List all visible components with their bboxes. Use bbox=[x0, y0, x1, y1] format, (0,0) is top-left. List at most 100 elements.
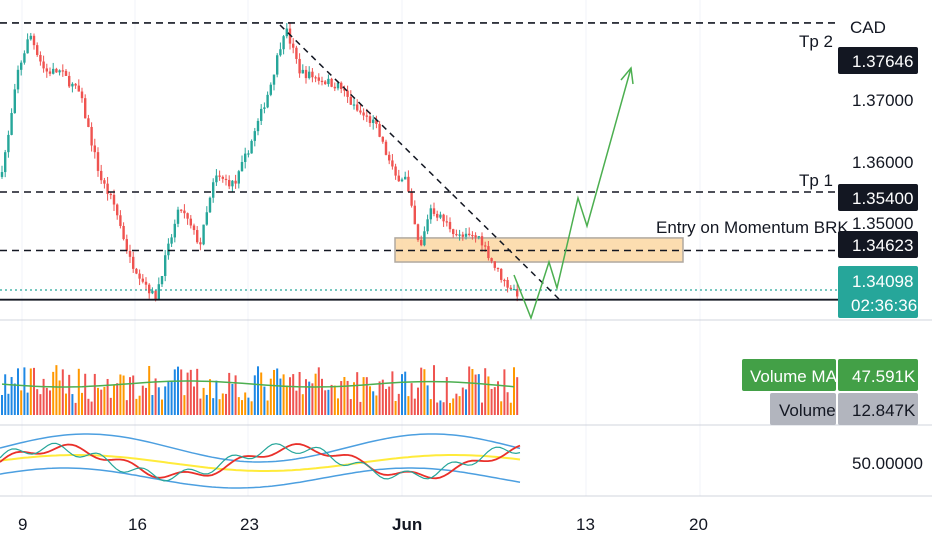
candle-body bbox=[71, 83, 74, 87]
volume-bar bbox=[506, 392, 509, 415]
candle-body bbox=[186, 213, 189, 219]
volume-bar bbox=[461, 387, 464, 415]
volume-bar bbox=[52, 371, 55, 415]
candle-body bbox=[48, 71, 52, 74]
volume-bar bbox=[465, 389, 467, 415]
candle-body bbox=[240, 161, 244, 172]
level-label-entry: Entry on Momentum BRK bbox=[656, 218, 849, 237]
candle-body bbox=[109, 193, 112, 196]
x-tick-label: Jun bbox=[392, 515, 422, 534]
candle-body bbox=[125, 239, 128, 251]
candle-body bbox=[23, 53, 26, 63]
price-levels bbox=[0, 22, 838, 301]
candle-body bbox=[77, 85, 80, 92]
candle-body bbox=[509, 287, 512, 290]
candle-body bbox=[180, 209, 183, 211]
volume-bar bbox=[1, 394, 3, 415]
candle-body bbox=[512, 289, 516, 291]
volume-ma-value-tag[interactable] bbox=[838, 359, 918, 391]
volume-bar bbox=[4, 374, 7, 415]
volume-bar bbox=[141, 385, 144, 415]
price-tag-last-value: 1.34098 bbox=[852, 272, 913, 291]
volume-bar bbox=[481, 402, 483, 415]
volume-bar bbox=[269, 378, 272, 415]
volume-bar bbox=[458, 396, 461, 415]
volume-bar bbox=[327, 389, 330, 415]
price-tag-entry[interactable] bbox=[838, 231, 918, 258]
volume-bar bbox=[509, 402, 512, 415]
volume-bar bbox=[113, 384, 115, 415]
candle-body bbox=[496, 267, 500, 270]
volume-bar bbox=[311, 383, 314, 415]
volume-bar bbox=[455, 393, 458, 415]
volume-bar bbox=[10, 377, 13, 415]
candle-body bbox=[237, 171, 240, 184]
price-tag-tp1[interactable] bbox=[838, 184, 918, 211]
volume-series bbox=[1, 365, 519, 415]
candle-body bbox=[288, 28, 292, 44]
volume-bar bbox=[164, 386, 167, 415]
candle-body bbox=[148, 284, 151, 294]
level-label-tp1: Tp 1 bbox=[799, 171, 833, 190]
level-label-tp2: Tp 2 bbox=[799, 32, 833, 51]
candle-body bbox=[151, 290, 154, 294]
volume-bar bbox=[359, 401, 362, 415]
volume-bar bbox=[199, 398, 202, 415]
volume-tag[interactable] bbox=[770, 393, 836, 425]
volume-bar bbox=[26, 392, 29, 415]
volume-bar bbox=[129, 377, 131, 415]
volume-bar bbox=[157, 387, 160, 415]
volume-bar bbox=[161, 399, 163, 415]
volume-bar bbox=[109, 397, 112, 415]
price-tag-last[interactable] bbox=[838, 266, 918, 318]
price-tag-tp2[interactable] bbox=[838, 47, 918, 74]
volume-bar bbox=[263, 386, 266, 415]
volume-bar bbox=[81, 392, 83, 415]
volume-bar bbox=[266, 400, 269, 415]
candle-body bbox=[119, 215, 122, 226]
volume-bar bbox=[289, 377, 291, 415]
volume-bar bbox=[423, 369, 426, 415]
volume-bar bbox=[452, 398, 455, 415]
candle-body bbox=[282, 36, 285, 50]
candle-body bbox=[61, 70, 64, 72]
volume-bar bbox=[122, 375, 125, 415]
entry-zone bbox=[394, 237, 684, 263]
volume-bar bbox=[513, 367, 515, 415]
volume-bar bbox=[413, 398, 416, 415]
volume-bar bbox=[314, 373, 317, 415]
x-tick-label: 13 bbox=[576, 515, 595, 534]
candle-body bbox=[308, 71, 311, 79]
candle-body bbox=[292, 43, 295, 48]
volume-bar bbox=[209, 379, 211, 415]
volume-bar bbox=[449, 402, 451, 415]
volume-bar bbox=[484, 368, 487, 415]
x-tick-label: 23 bbox=[240, 515, 259, 534]
candle-body bbox=[372, 119, 375, 124]
candle-body bbox=[324, 81, 327, 85]
volume-bar bbox=[391, 371, 394, 415]
candle-body bbox=[269, 84, 272, 95]
volume-value-tag[interactable] bbox=[838, 393, 918, 425]
volume-bar bbox=[340, 381, 343, 415]
candle-body bbox=[106, 183, 109, 194]
candle-body bbox=[10, 113, 13, 135]
volume-bar bbox=[426, 385, 429, 415]
candle-body bbox=[141, 278, 144, 282]
candle-body bbox=[336, 82, 340, 89]
volume-ma-tag[interactable] bbox=[742, 359, 836, 391]
y-tick-label: 1.37000 bbox=[852, 91, 913, 110]
volume-bar bbox=[445, 377, 448, 415]
volume-bar bbox=[234, 375, 237, 415]
volume-bar bbox=[375, 395, 378, 415]
volume-bar bbox=[417, 387, 419, 415]
volume-bar bbox=[474, 374, 477, 415]
candle-body bbox=[375, 119, 378, 124]
volume-bar bbox=[362, 377, 365, 415]
candle-body bbox=[45, 68, 48, 72]
volume-bar bbox=[365, 377, 368, 415]
volume-bar bbox=[135, 398, 138, 415]
candlestick-series bbox=[0, 22, 519, 302]
candle-body bbox=[58, 70, 61, 73]
